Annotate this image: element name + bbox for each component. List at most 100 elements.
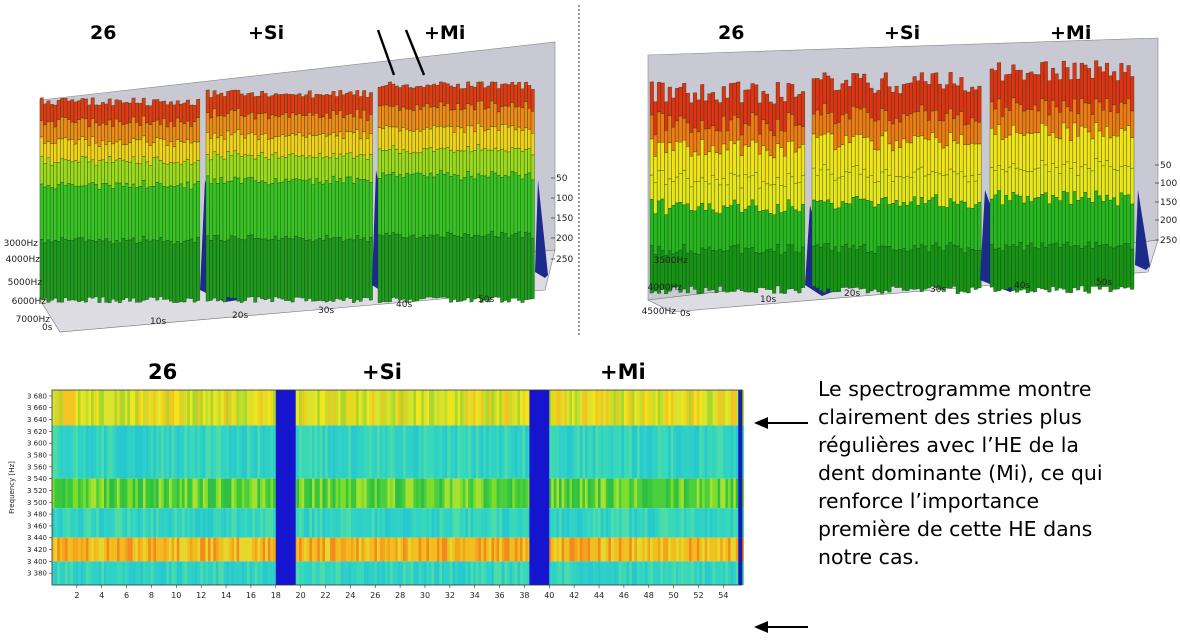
spectro-cell — [270, 390, 273, 425]
spectro-cell — [101, 425, 104, 478]
spectro-cell — [660, 479, 663, 509]
spectro-cell — [226, 561, 229, 585]
surface-strip — [40, 98, 43, 121]
x-tick-label: 36 — [494, 591, 504, 600]
spectro-cell — [429, 479, 432, 509]
surface-strip — [690, 156, 694, 187]
surface-strip — [1094, 159, 1098, 192]
surface-strip — [862, 199, 866, 245]
surface-strip — [439, 126, 442, 148]
spectro-cell — [642, 538, 645, 562]
surface-strip — [466, 125, 469, 147]
surface-strip — [335, 158, 338, 182]
spectro-cell — [211, 425, 214, 478]
surface-strip — [483, 109, 486, 131]
surface-strip — [149, 241, 152, 297]
spectro-cell — [348, 538, 351, 562]
spectro-cell — [424, 479, 427, 509]
surface-strip — [473, 110, 476, 132]
surface-strip — [978, 144, 982, 175]
surface-strip — [173, 187, 176, 245]
spectro-cell — [268, 561, 271, 585]
surface-strip — [942, 89, 946, 121]
surface-strip — [1040, 62, 1044, 99]
surface-strip — [1019, 170, 1023, 197]
surface-strip — [682, 140, 686, 171]
surface-strip — [470, 126, 473, 152]
spectro-cell — [273, 508, 276, 538]
spectro-cell — [725, 561, 728, 585]
surface-strip — [193, 105, 196, 122]
surface-strip — [405, 109, 408, 129]
spectro-cell — [494, 561, 497, 585]
surface-strip — [1040, 160, 1044, 194]
surface-strip — [1051, 132, 1055, 163]
surface-strip — [848, 204, 852, 249]
surface-strip — [909, 177, 913, 202]
spectro-cell — [117, 390, 120, 425]
surface-strip — [942, 175, 946, 207]
spectro-cell — [127, 538, 130, 562]
spectro-cell — [458, 479, 461, 509]
surface-strip — [1094, 191, 1098, 242]
surface-strip — [356, 90, 359, 109]
surface-strip — [751, 176, 755, 201]
surface-strip — [74, 160, 77, 186]
surface-strip — [1120, 63, 1124, 102]
spectro-cell — [484, 561, 487, 585]
spectro-cell — [299, 561, 302, 585]
spectro-cell — [715, 425, 718, 478]
surface-strip — [704, 210, 708, 249]
surface-strip — [906, 115, 910, 142]
spectro-cell — [182, 479, 185, 509]
surface-strip — [128, 240, 131, 302]
surface-strip — [94, 166, 97, 185]
surface-strip — [257, 182, 260, 238]
surface-strip — [470, 152, 473, 177]
surface-strip — [494, 148, 497, 173]
surface-strip — [260, 134, 263, 152]
surface-strip — [934, 73, 938, 111]
spectro-cell — [187, 561, 190, 585]
surface-strip — [142, 136, 145, 157]
surface-strip — [359, 139, 362, 155]
surface-strip — [974, 90, 978, 122]
surface-strip — [758, 253, 762, 288]
surface-strip — [446, 126, 449, 148]
surface-strip — [115, 142, 118, 160]
surface-strip — [105, 125, 108, 145]
surface-strip — [514, 85, 517, 108]
spectro-cell — [445, 425, 448, 478]
surface-strip — [84, 157, 87, 186]
spectro-cell — [486, 425, 489, 478]
surface-strip — [243, 138, 246, 155]
surface-strip — [816, 175, 820, 201]
surface-strip — [862, 74, 866, 107]
spectro-cell — [122, 508, 125, 538]
surface-strip — [156, 240, 159, 300]
spectro-cell — [481, 561, 484, 585]
spectro-cell — [112, 561, 115, 585]
surface-strip — [349, 153, 352, 178]
spectro-cell — [62, 538, 65, 562]
surface-strip — [84, 99, 87, 119]
surface-strip — [870, 88, 874, 118]
condition-label-si: +Si — [248, 22, 284, 44]
spectro-cell — [148, 390, 151, 425]
surface-strip — [661, 199, 665, 251]
spectro-cell — [650, 390, 653, 425]
surface-strip — [439, 170, 442, 237]
surface-strip — [213, 90, 216, 109]
spectro-cell — [393, 390, 396, 425]
surface-strip — [220, 177, 223, 240]
spectro-cell — [465, 479, 468, 509]
surface-strip — [776, 119, 780, 144]
spectro-cell — [684, 425, 687, 478]
surface-strip — [415, 238, 418, 301]
surface-strip — [1051, 68, 1055, 100]
surface-strip — [43, 243, 46, 299]
surface-strip — [349, 132, 352, 153]
surface-strip — [328, 239, 331, 301]
spectro-cell — [559, 390, 562, 425]
surface-strip — [1091, 171, 1095, 203]
